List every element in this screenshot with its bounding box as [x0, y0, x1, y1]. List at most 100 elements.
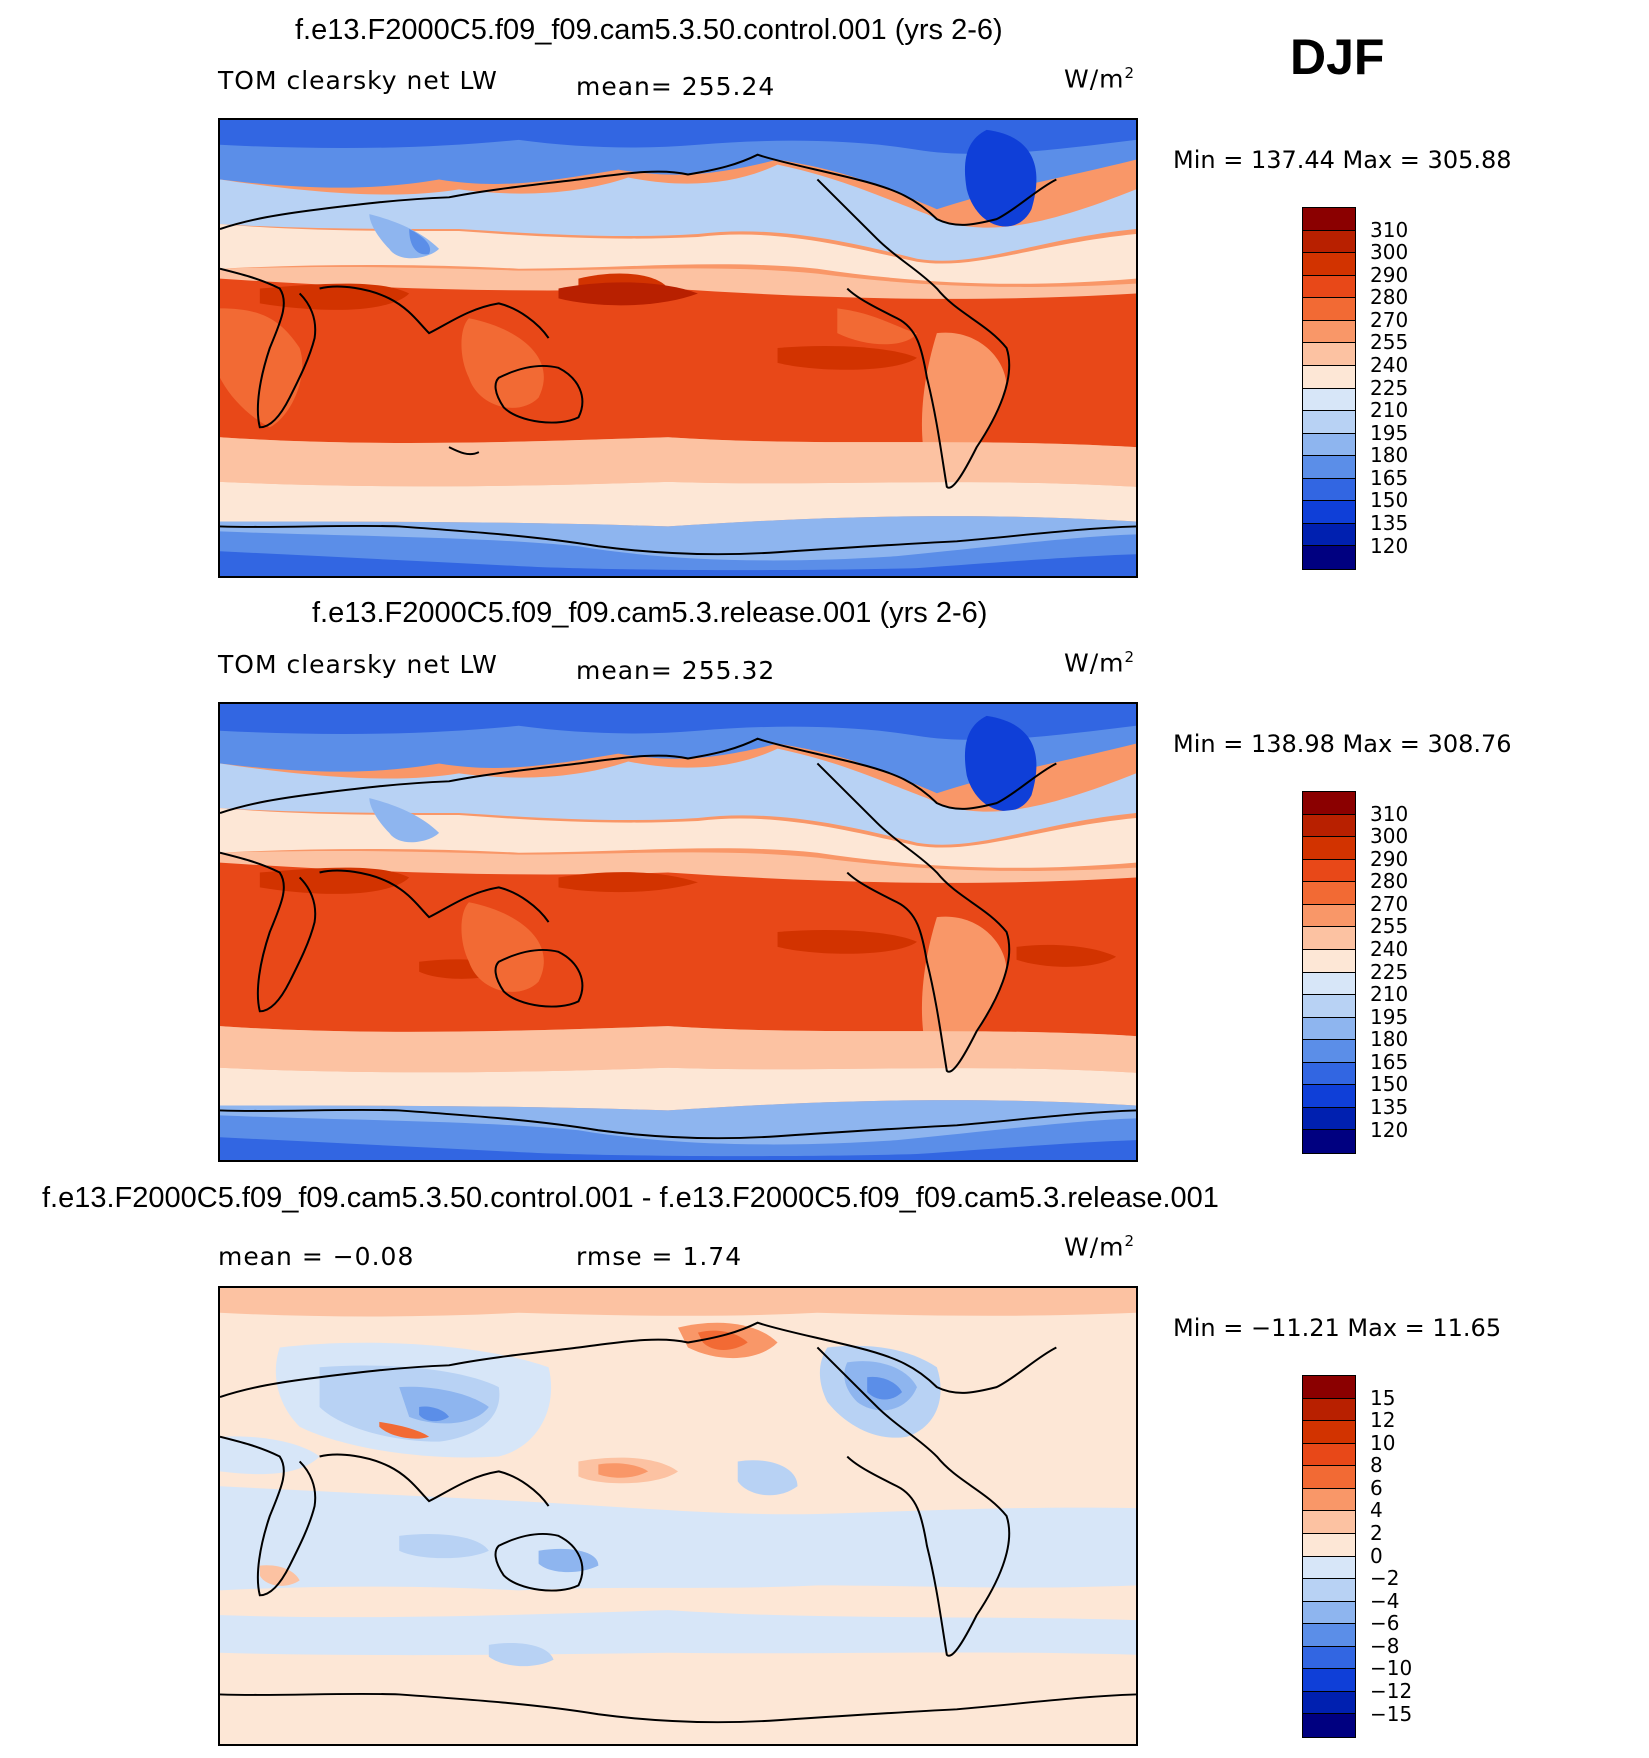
colorbar-swatch: [1303, 904, 1355, 928]
colorbar: [1302, 1375, 1356, 1738]
map-control: [218, 118, 1138, 578]
units-label: W/m2: [1064, 648, 1136, 678]
colorbar-swatch: [1303, 523, 1355, 547]
colorbar-tick-label: 150: [1370, 488, 1409, 513]
colorbar-tick-label: 240: [1370, 936, 1409, 961]
colorbar-swatch: [1303, 949, 1355, 973]
colorbar: [1302, 207, 1356, 570]
colorbar-swatch: [1303, 456, 1355, 479]
units-label: W/m2: [1064, 1232, 1136, 1262]
colorbar-tick-label: 15: [1370, 1385, 1396, 1410]
colorbar-tick-label: 4: [1370, 1498, 1383, 1523]
colorbar-swatch: [1303, 1107, 1355, 1131]
colorbar-swatch: [1303, 1085, 1355, 1108]
mean-label: mean= 255.32: [576, 656, 776, 685]
colorbar-swatch: [1303, 1488, 1355, 1512]
colorbar-tick-label: 290: [1370, 846, 1409, 871]
units-label: W/m2: [1064, 64, 1136, 94]
colorbar-tick-label: 180: [1370, 1027, 1409, 1052]
colorbar-swatch: [1303, 1443, 1355, 1467]
mean-label: mean= 255.24: [576, 72, 776, 101]
map-difference: [218, 1286, 1138, 1746]
colorbar-swatch: [1303, 837, 1355, 860]
variable-label: TOM clearsky net LW: [218, 650, 498, 679]
colorbar-swatch: [1303, 546, 1355, 569]
colorbar: [1302, 791, 1356, 1154]
colorbar-tick-label: 6: [1370, 1475, 1383, 1500]
colorbar-tick-label: 150: [1370, 1072, 1409, 1097]
panel-title: f.e13.F2000C5.f09_f09.cam5.3.50.control.…: [295, 14, 1003, 46]
min-max-label: Min = 137.44 Max = 305.88: [1173, 146, 1512, 174]
colorbar-swatch: [1303, 298, 1355, 321]
colorbar-tick-label: 240: [1370, 352, 1409, 377]
colorbar-swatch: [1303, 1624, 1355, 1647]
colorbar-swatch: [1303, 1466, 1355, 1489]
colorbar-swatch: [1303, 1421, 1355, 1444]
colorbar-tick-label: 270: [1370, 891, 1409, 916]
colorbar-tick-label: 0: [1370, 1543, 1383, 1568]
panel-title: f.e13.F2000C5.f09_f09.cam5.3.release.001…: [312, 597, 988, 629]
colorbar-swatch: [1303, 275, 1355, 299]
colorbar-swatch: [1303, 320, 1355, 344]
colorbar-swatch: [1303, 972, 1355, 996]
colorbar-tick-label: −12: [1370, 1678, 1413, 1703]
colorbar-tick-label: 280: [1370, 869, 1409, 894]
colorbar-tick-label: 210: [1370, 398, 1409, 423]
map-field: [220, 704, 1136, 1160]
colorbar-tick-label: 195: [1370, 1004, 1409, 1029]
colorbar-swatch: [1303, 208, 1355, 231]
colorbar-swatch: [1303, 792, 1355, 815]
min-max-label: Min = 138.98 Max = 308.76: [1173, 730, 1512, 758]
colorbar-swatch: [1303, 1376, 1355, 1399]
colorbar-tick-label: −8: [1370, 1633, 1400, 1658]
colorbar-swatch: [1303, 230, 1355, 254]
colorbar-tick-label: 310: [1370, 801, 1409, 826]
colorbar-tick-label: 12: [1370, 1408, 1396, 1433]
colorbar-tick-label: 225: [1370, 959, 1409, 984]
colorbar-tick-label: 10: [1370, 1430, 1396, 1455]
colorbar-swatch: [1303, 927, 1355, 950]
colorbar-tick-label: 165: [1370, 1049, 1409, 1074]
colorbar-swatch: [1303, 1130, 1355, 1153]
colorbar-tick-label: 2: [1370, 1520, 1383, 1545]
colorbar-tick-label: −6: [1370, 1611, 1400, 1636]
variable-label: TOM clearsky net LW: [218, 66, 498, 95]
map-release: [218, 702, 1138, 1162]
colorbar-swatch: [1303, 1556, 1355, 1580]
colorbar-swatch: [1303, 501, 1355, 524]
colorbar-tick-label: 310: [1370, 217, 1409, 242]
colorbar-swatch: [1303, 1714, 1355, 1737]
colorbar-swatch: [1303, 1691, 1355, 1715]
season-label: DJF: [1290, 29, 1385, 85]
colorbar-tick-label: 270: [1370, 307, 1409, 332]
colorbar-tick-label: 135: [1370, 510, 1409, 535]
colorbar-swatch: [1303, 1579, 1355, 1602]
colorbar-tick-label: 165: [1370, 465, 1409, 490]
colorbar-tick-label: 225: [1370, 375, 1409, 400]
colorbar-swatch: [1303, 1646, 1355, 1670]
colorbar-swatch: [1303, 1062, 1355, 1086]
colorbar-swatch: [1303, 1533, 1355, 1557]
colorbar-tick-label: 280: [1370, 285, 1409, 310]
colorbar-swatch: [1303, 995, 1355, 1018]
colorbar-tick-label: −10: [1370, 1656, 1413, 1681]
colorbar-swatch: [1303, 1669, 1355, 1692]
colorbar-swatch: [1303, 1017, 1355, 1041]
colorbar-tick-label: −2: [1370, 1566, 1400, 1591]
min-max-label: Min = −11.21 Max = 11.65: [1173, 1314, 1502, 1342]
map-field: [220, 1288, 1136, 1744]
colorbar-swatch: [1303, 365, 1355, 389]
colorbar-swatch: [1303, 411, 1355, 434]
colorbar-swatch: [1303, 1601, 1355, 1625]
colorbar-swatch: [1303, 433, 1355, 457]
colorbar-swatch: [1303, 814, 1355, 838]
colorbar-swatch: [1303, 343, 1355, 366]
colorbar-swatch: [1303, 859, 1355, 883]
colorbar-tick-label: 290: [1370, 262, 1409, 287]
colorbar-swatch: [1303, 1040, 1355, 1063]
rmse-label: rmse = 1.74: [576, 1242, 743, 1271]
colorbar-tick-label: 120: [1370, 533, 1409, 558]
map-field: [220, 120, 1136, 576]
colorbar-tick-label: −15: [1370, 1701, 1413, 1726]
colorbar-tick-label: −4: [1370, 1588, 1400, 1613]
